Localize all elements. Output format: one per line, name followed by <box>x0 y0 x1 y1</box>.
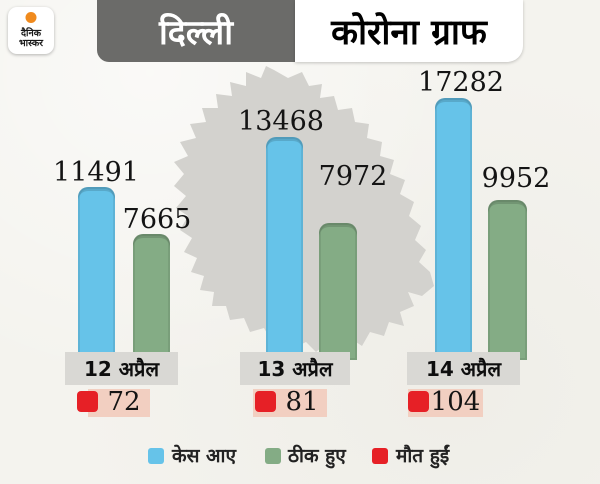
header-region-label: दिल्ली <box>158 13 234 53</box>
recovered-value-label: 7665 <box>122 204 192 235</box>
legend-cases-swatch-icon <box>148 448 164 464</box>
header-title-label: कोरोना ग्राफ <box>331 12 487 53</box>
header-title-tab: कोरोना ग्राफ <box>295 0 523 62</box>
recovered-value-label: 7972 <box>318 161 388 192</box>
deaths-square-icon <box>77 391 98 412</box>
deaths-badge <box>88 389 150 417</box>
header-region-tab: दिल्ली <box>97 0 295 62</box>
legend-recovered-swatch-icon <box>265 448 281 464</box>
recovered-bar <box>488 200 527 360</box>
date-label: 14 अप्रैल <box>407 352 520 385</box>
legend-deaths-swatch-icon <box>372 448 388 464</box>
date-label: 12 अप्रैल <box>65 352 178 385</box>
date-label: 13 अप्रैल <box>240 352 350 385</box>
cases-bar <box>435 98 472 360</box>
deaths-square-icon <box>408 391 429 412</box>
logo-text-line1: दैनिक <box>20 27 42 39</box>
cases-value-label: 17282 <box>418 67 504 98</box>
deaths-value-label: 72 <box>107 387 141 417</box>
legend-cases-label: केस आए <box>172 445 236 467</box>
brand-logo: दैनिक भास्कर <box>8 7 54 54</box>
cases-bar <box>78 187 115 360</box>
cases-value-label: 11491 <box>53 157 139 188</box>
deaths-square-icon <box>255 391 276 412</box>
legend-deaths-label: मौत हुईं <box>396 445 450 467</box>
deaths-value-label: 81 <box>285 387 319 417</box>
sun-dot-icon <box>25 12 37 23</box>
cases-bar <box>266 137 303 360</box>
recovered-bar <box>319 223 357 360</box>
cases-value-label: 13468 <box>238 106 324 137</box>
recovered-value-label: 9952 <box>481 163 551 194</box>
logo-text-line2: भास्कर <box>18 37 44 49</box>
deaths-value-label: 104 <box>430 387 481 417</box>
recovered-bar <box>133 234 170 360</box>
delhi-map-silhouette <box>174 66 434 352</box>
legend-recovered-label: ठीक हुए <box>288 445 346 467</box>
